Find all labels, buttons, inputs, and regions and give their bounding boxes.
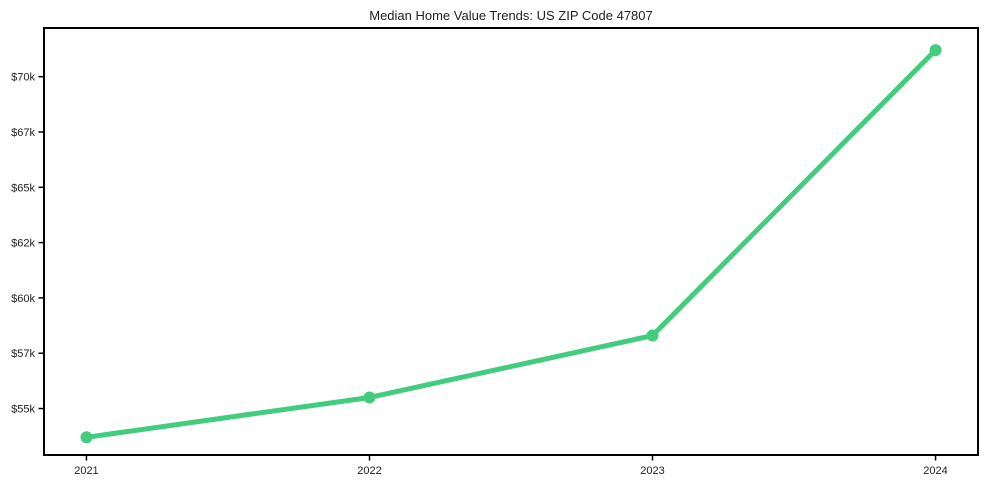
y-tick-label: $55k: [11, 404, 35, 416]
x-tick-label: 2023: [640, 465, 664, 477]
chart-title: Median Home Value Trends: US ZIP Code 47…: [369, 8, 653, 23]
x-tick-label: 2024: [923, 465, 947, 477]
data-point-2023: [646, 329, 659, 342]
y-tick-label: $67k: [11, 127, 35, 139]
x-tick-label: 2022: [357, 465, 381, 477]
plot-border: [43, 27, 979, 456]
data-point-2021: [80, 431, 93, 444]
y-tick-label: $60k: [11, 293, 35, 305]
y-tick-label: $62k: [11, 238, 35, 250]
y-tick-label: $70k: [11, 72, 35, 84]
series-line: [83, 47, 939, 440]
x-tick-label: 2021: [74, 465, 98, 477]
y-tick-label: $65k: [11, 182, 35, 194]
y-tick-label: $57k: [11, 348, 35, 360]
data-point-2022: [363, 391, 376, 404]
data-point-2024: [929, 44, 942, 57]
